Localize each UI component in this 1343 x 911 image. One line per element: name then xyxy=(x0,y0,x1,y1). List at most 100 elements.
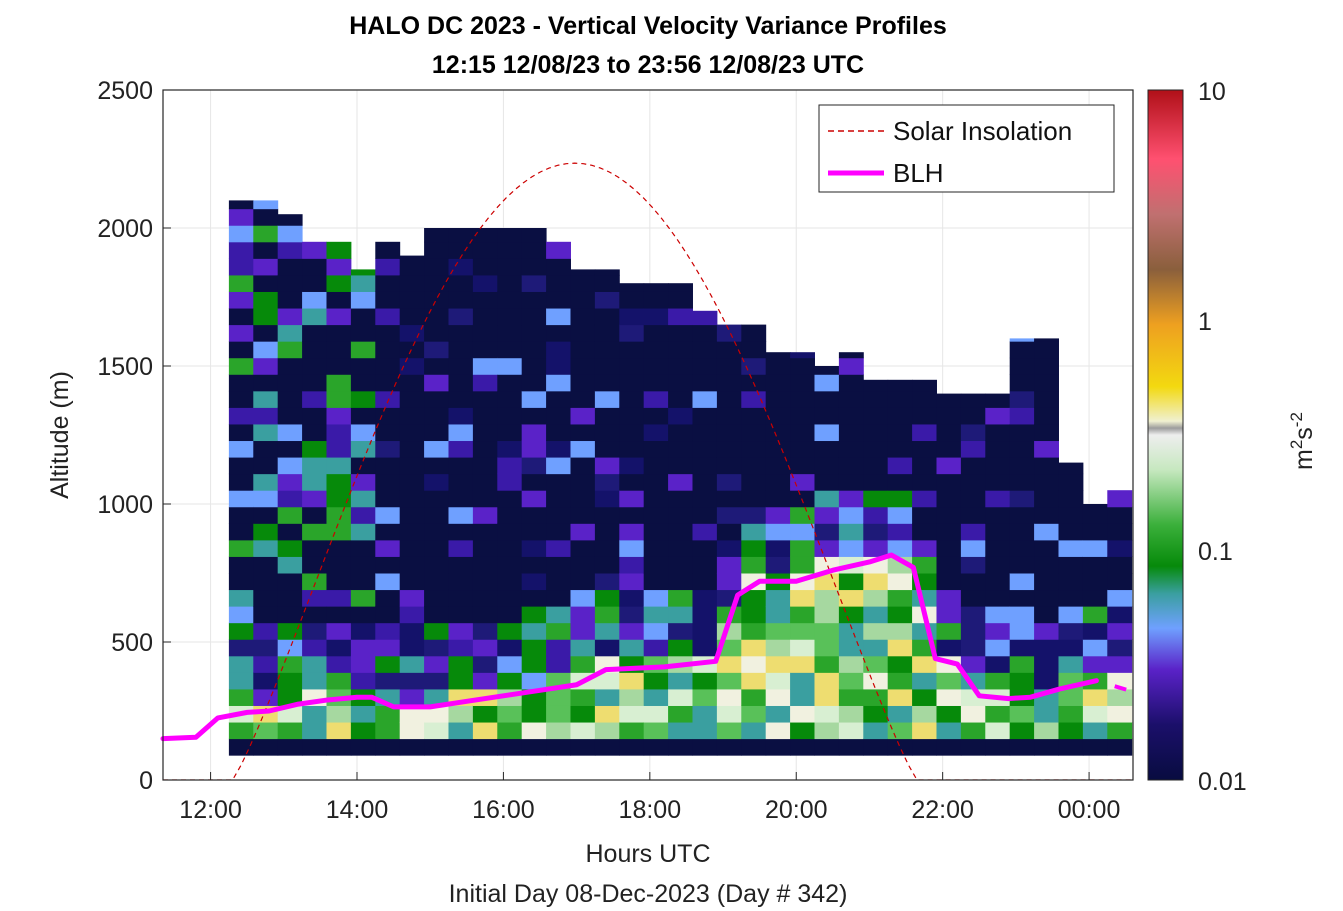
heatmap-cell xyxy=(1107,705,1133,723)
y-tick-label: 2000 xyxy=(97,215,153,243)
heatmap-cell xyxy=(424,639,449,657)
heatmap-cell xyxy=(838,606,864,624)
heatmap-cell xyxy=(521,506,547,524)
heatmap-cell xyxy=(253,539,279,557)
heatmap-cell xyxy=(838,589,864,607)
heatmap-cell xyxy=(838,655,864,673)
heatmap-cell xyxy=(228,490,254,508)
heatmap-cell xyxy=(302,374,327,392)
heatmap-cell xyxy=(302,738,327,756)
heatmap-cell xyxy=(521,457,547,475)
heatmap-cell xyxy=(546,490,571,508)
heatmap-cell xyxy=(350,672,376,690)
heatmap-cell xyxy=(448,490,474,508)
heatmap-cell xyxy=(619,622,645,640)
heatmap-cell xyxy=(497,722,523,740)
heatmap-cell xyxy=(985,622,1011,640)
heatmap-cell xyxy=(570,324,596,342)
heatmap-cell xyxy=(448,705,474,723)
heatmap-cell xyxy=(302,291,327,309)
heatmap-cell xyxy=(424,407,449,425)
heatmap-cell xyxy=(619,722,645,740)
heatmap-cell xyxy=(1009,539,1035,557)
heatmap-cell xyxy=(619,556,645,574)
heatmap-cell xyxy=(1082,506,1108,524)
heatmap-cell xyxy=(1009,606,1035,624)
heatmap-cell xyxy=(399,457,425,475)
heatmap-cell xyxy=(399,390,425,408)
heatmap-cell xyxy=(936,639,962,657)
heatmap-cell xyxy=(399,573,425,591)
heatmap-cell xyxy=(326,539,352,557)
heatmap-cell xyxy=(497,308,523,326)
heatmap-cell xyxy=(1034,655,1059,673)
heatmap-cell xyxy=(814,655,840,673)
heatmap-cell xyxy=(228,200,254,210)
heatmap-cell xyxy=(302,556,327,574)
heatmap-cell xyxy=(668,722,693,740)
heatmap-cell xyxy=(448,473,474,491)
heatmap-cell xyxy=(350,390,376,408)
heatmap-cell xyxy=(960,556,986,574)
heatmap-cell xyxy=(668,324,693,342)
heatmap-cell xyxy=(497,539,523,557)
heatmap-cell xyxy=(570,556,596,574)
colorbar-gradient xyxy=(1147,89,1184,781)
heatmap-cell xyxy=(228,374,254,392)
heatmap-cell xyxy=(936,589,962,607)
heatmap-cell xyxy=(302,390,327,408)
heatmap-cell xyxy=(472,473,498,491)
heatmap-cell xyxy=(1009,622,1035,640)
heatmap-cell xyxy=(936,506,962,524)
heatmap-cell xyxy=(302,324,327,342)
heatmap-cell xyxy=(985,655,1011,673)
heatmap-cell xyxy=(448,738,474,756)
heatmap-cell xyxy=(643,672,669,690)
heatmap-cell xyxy=(692,556,718,574)
heatmap-cell xyxy=(326,672,352,690)
heatmap-cell xyxy=(424,589,449,607)
heatmap-cell xyxy=(424,722,449,740)
heatmap-cell xyxy=(912,622,937,640)
heatmap-cell xyxy=(741,423,767,442)
heatmap-cell xyxy=(399,722,425,740)
heatmap-cell xyxy=(424,556,449,574)
heatmap-cell xyxy=(643,639,669,657)
heatmap-cell xyxy=(936,688,962,706)
heatmap-cell xyxy=(375,407,401,425)
heatmap-cell xyxy=(594,457,620,475)
heatmap-cell xyxy=(424,241,449,259)
heatmap-cell xyxy=(277,639,303,657)
heatmap-cell xyxy=(912,506,937,524)
heatmap-cell xyxy=(350,556,376,574)
heatmap-cell xyxy=(765,440,791,458)
heatmap-cell xyxy=(497,589,523,607)
heatmap-cell xyxy=(1009,672,1035,690)
heatmap-cell xyxy=(228,341,254,359)
heatmap-cell xyxy=(619,357,645,375)
heatmap-cell xyxy=(643,573,669,591)
heatmap-cell xyxy=(668,291,693,309)
heatmap-cell xyxy=(668,688,693,706)
heatmap-cell xyxy=(960,440,986,458)
heatmap-cell xyxy=(570,423,596,442)
heatmap-cell xyxy=(1034,539,1059,557)
heatmap-cell xyxy=(350,738,376,756)
heatmap-cell xyxy=(350,269,376,276)
heatmap-cell xyxy=(985,606,1011,624)
heatmap-cell xyxy=(716,407,742,425)
heatmap-cell xyxy=(1058,639,1084,657)
heatmap-cell xyxy=(619,506,645,524)
heatmap-cell xyxy=(716,457,742,475)
heatmap-cell xyxy=(1034,390,1059,408)
colorbar-tick-label: 0.01 xyxy=(1198,768,1247,796)
heatmap-cell xyxy=(668,705,693,723)
heatmap-cell xyxy=(326,390,352,408)
heatmap-cell xyxy=(960,606,986,624)
heatmap-cell xyxy=(863,722,889,740)
heatmap-cell xyxy=(1058,722,1084,740)
heatmap-cell xyxy=(619,639,645,657)
heatmap-cell xyxy=(619,283,645,292)
heatmap-cell xyxy=(424,374,449,392)
heatmap-cell xyxy=(375,440,401,458)
